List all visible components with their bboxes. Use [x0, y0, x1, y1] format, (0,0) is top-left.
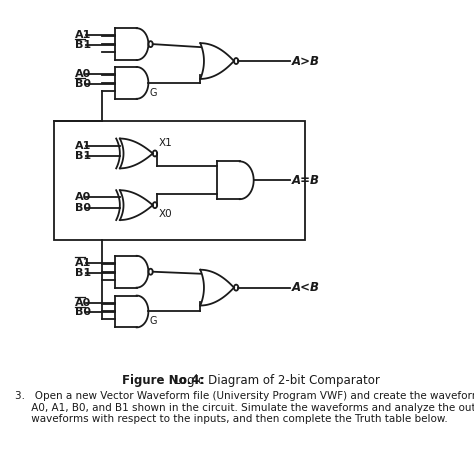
Text: A1: A1: [74, 30, 91, 40]
Text: B1: B1: [74, 40, 91, 50]
Text: A1: A1: [74, 140, 91, 151]
Text: Logic Diagram of 2-bit Comparator: Logic Diagram of 2-bit Comparator: [170, 374, 380, 387]
Text: Figure No.4:: Figure No.4:: [122, 374, 204, 387]
Text: A1: A1: [74, 258, 91, 268]
Text: 3.   Open a new Vector Waveform file (University Program VWF) and create the wav: 3. Open a new Vector Waveform file (Univ…: [15, 391, 474, 424]
Text: A0: A0: [74, 297, 91, 307]
Text: X0: X0: [159, 209, 172, 219]
Text: A>B: A>B: [292, 54, 319, 68]
Text: A0: A0: [74, 192, 91, 202]
Text: B1: B1: [74, 152, 91, 162]
Text: A<B: A<B: [292, 281, 319, 294]
Text: A=B: A=B: [292, 174, 319, 187]
Text: X1: X1: [159, 138, 173, 148]
Text: G: G: [150, 316, 157, 326]
Text: B0: B0: [74, 307, 91, 317]
Text: G: G: [150, 88, 157, 98]
Text: B1: B1: [74, 268, 91, 278]
Text: B0: B0: [74, 203, 91, 213]
Text: A0: A0: [74, 69, 91, 79]
Text: B0: B0: [74, 79, 91, 89]
